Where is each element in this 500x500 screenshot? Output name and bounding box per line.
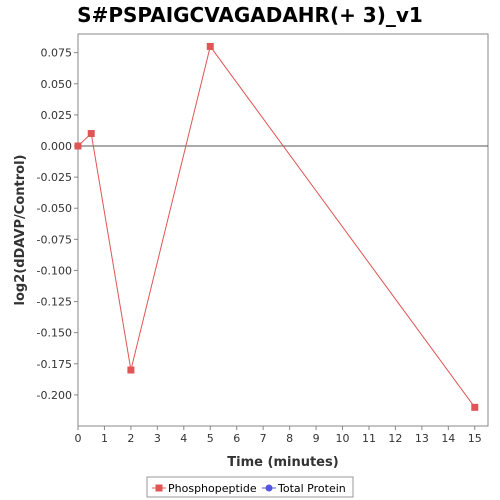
x-axis: 0 1 2 3 4 5 6 7 8 9 10 11 12 13 14 15 [75, 426, 482, 445]
plot-area [77, 33, 489, 427]
legend-marker [265, 484, 273, 492]
x-tick-label: 5 [207, 432, 214, 445]
y-tick-label: -0.200 [37, 389, 72, 402]
y-tick-label: -0.100 [37, 264, 72, 277]
y-axis: 0.075 0.050 0.025 0.000 -0.025 -0.050 -0.075 -0… [37, 47, 78, 402]
legend: Phosphopeptide Total Protein [146, 476, 354, 498]
y-tick-label: -0.125 [37, 296, 72, 309]
series-layer [74, 42, 479, 411]
data-point [74, 142, 82, 150]
x-tick-label: 6 [233, 432, 240, 445]
x-tick-label: 4 [180, 432, 187, 445]
legend-label: Phosphopeptide [168, 482, 257, 495]
y-tick-label: 0.000 [41, 140, 73, 153]
x-tick-label: 9 [313, 432, 320, 445]
y-tick-label: 0.050 [41, 78, 73, 91]
x-tick-label: 11 [362, 432, 376, 445]
legend-label: Total Protein [277, 482, 346, 495]
x-tick-label: 7 [260, 432, 267, 445]
y-tick-label: -0.150 [37, 327, 72, 340]
x-axis-label: Time (minutes) [227, 455, 338, 470]
chart-title: S#PSPAIGCVAGADAHR(+ 3)_v1 [77, 3, 423, 27]
x-tick-label: 3 [154, 432, 161, 445]
y-tick-label: -0.025 [37, 171, 72, 184]
legend-box [146, 476, 354, 498]
legend-marker [155, 484, 163, 492]
data-point [471, 403, 479, 411]
x-tick-label: 0 [75, 432, 82, 445]
data-point [87, 130, 95, 138]
data-point [206, 42, 214, 50]
x-tick-label: 12 [388, 432, 402, 445]
x-tick-label: 8 [286, 432, 293, 445]
x-tick-label: 10 [336, 432, 350, 445]
y-tick-label: -0.075 [37, 233, 72, 246]
y-axis-label: log2(dDAVP/Control) [13, 155, 28, 306]
x-tick-label: 14 [441, 432, 455, 445]
y-tick-label: 0.025 [41, 109, 73, 122]
x-tick-label: 13 [415, 432, 429, 445]
data-point [127, 366, 135, 374]
y-tick-label: -0.175 [37, 358, 72, 371]
y-tick-label: 0.075 [41, 47, 73, 60]
y-tick-label: -0.050 [37, 202, 72, 215]
x-tick-label: 15 [468, 432, 482, 445]
x-tick-label: 1 [101, 432, 108, 445]
x-tick-label: 2 [127, 432, 134, 445]
